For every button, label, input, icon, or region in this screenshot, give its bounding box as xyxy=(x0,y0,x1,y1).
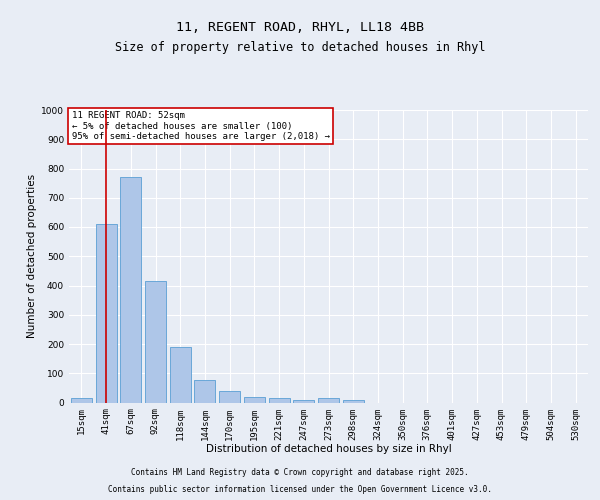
Text: Contains public sector information licensed under the Open Government Licence v3: Contains public sector information licen… xyxy=(108,484,492,494)
Bar xyxy=(343,400,364,402)
X-axis label: Distribution of detached houses by size in Rhyl: Distribution of detached houses by size … xyxy=(206,444,451,454)
Bar xyxy=(244,397,265,402)
Bar xyxy=(293,400,314,402)
Bar xyxy=(318,398,339,402)
Text: Size of property relative to detached houses in Rhyl: Size of property relative to detached ho… xyxy=(115,41,485,54)
Text: Contains HM Land Registry data © Crown copyright and database right 2025.: Contains HM Land Registry data © Crown c… xyxy=(131,468,469,477)
Bar xyxy=(194,380,215,402)
Bar xyxy=(219,392,240,402)
Bar xyxy=(95,224,116,402)
Text: 11 REGENT ROAD: 52sqm
← 5% of detached houses are smaller (100)
95% of semi-deta: 11 REGENT ROAD: 52sqm ← 5% of detached h… xyxy=(71,112,329,142)
Y-axis label: Number of detached properties: Number of detached properties xyxy=(27,174,37,338)
Bar xyxy=(145,281,166,402)
Bar xyxy=(269,398,290,402)
Bar xyxy=(120,178,141,402)
Bar xyxy=(170,347,191,403)
Bar xyxy=(71,398,92,402)
Text: 11, REGENT ROAD, RHYL, LL18 4BB: 11, REGENT ROAD, RHYL, LL18 4BB xyxy=(176,21,424,34)
